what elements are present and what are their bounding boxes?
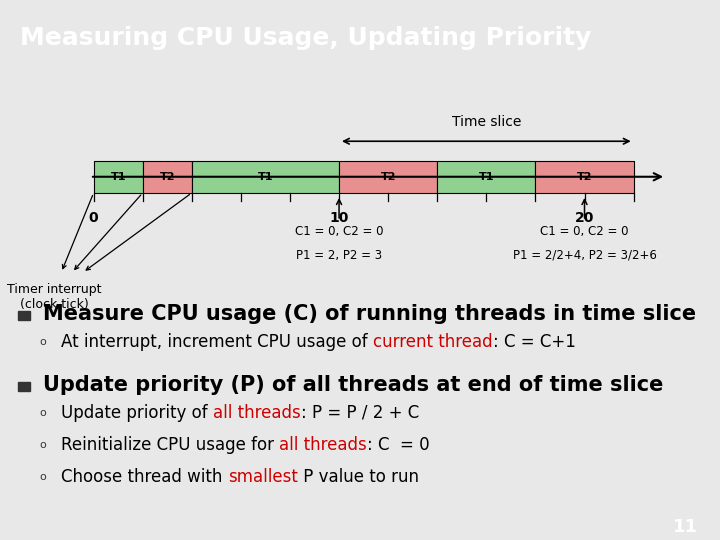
Text: o: o [40, 408, 46, 418]
Text: o: o [40, 472, 46, 482]
FancyArrowPatch shape [93, 173, 661, 180]
Text: o: o [40, 440, 46, 450]
Text: C1 = 0, C2 = 0: C1 = 0, C2 = 0 [540, 225, 629, 238]
Text: o: o [40, 337, 46, 347]
Text: T1: T1 [110, 172, 126, 182]
Text: Update priority of: Update priority of [61, 404, 213, 422]
Bar [18, 382, 30, 391]
Text: 20: 20 [575, 211, 594, 225]
Text: P value to run: P value to run [297, 469, 419, 487]
Text: 10: 10 [329, 211, 348, 225]
Text: Measuring CPU Usage, Updating Priority: Measuring CPU Usage, Updating Priority [20, 26, 592, 50]
Text: T2: T2 [380, 172, 396, 182]
Text: Timer interrupt
(clock tick): Timer interrupt (clock tick) [6, 284, 102, 311]
Text: T2: T2 [160, 172, 175, 182]
Text: smallest: smallest [228, 469, 297, 487]
Bar [192, 160, 339, 193]
FancyArrowPatch shape [86, 194, 189, 270]
Text: P1 = 2/2+4, P2 = 3/2+6: P1 = 2/2+4, P2 = 3/2+6 [513, 249, 657, 262]
Text: T2: T2 [577, 172, 593, 182]
Text: Choose thread with: Choose thread with [61, 469, 228, 487]
Text: Time slice: Time slice [451, 115, 521, 129]
Text: : C = C+1: : C = C+1 [492, 333, 575, 351]
Text: T1: T1 [479, 172, 494, 182]
Text: current thread: current thread [373, 333, 492, 351]
Bar [94, 160, 143, 193]
Bar [18, 311, 30, 320]
Text: T1: T1 [258, 172, 273, 182]
Text: P1 = 2, P2 = 3: P1 = 2, P2 = 3 [296, 249, 382, 262]
Text: At interrupt, increment CPU usage of: At interrupt, increment CPU usage of [61, 333, 373, 351]
Bar [437, 160, 536, 193]
Text: C1 = 0, C2 = 0: C1 = 0, C2 = 0 [294, 225, 383, 238]
Text: Measure CPU usage (C) of running threads in time slice: Measure CPU usage (C) of running threads… [43, 305, 696, 325]
FancyArrowPatch shape [63, 195, 93, 268]
Text: all threads: all threads [213, 404, 301, 422]
Text: 0: 0 [89, 211, 99, 225]
FancyArrowPatch shape [75, 195, 141, 269]
Bar [536, 160, 634, 193]
Text: Update priority (P) of all threads at end of time slice: Update priority (P) of all threads at en… [43, 375, 664, 395]
Text: : P = P / 2 + C: : P = P / 2 + C [301, 404, 419, 422]
Text: : C  = 0: : C = 0 [367, 436, 430, 454]
Bar [143, 160, 192, 193]
Text: Reinitialize CPU usage for: Reinitialize CPU usage for [61, 436, 279, 454]
Text: 11: 11 [673, 518, 698, 536]
Bar [339, 160, 437, 193]
Text: all threads: all threads [279, 436, 367, 454]
FancyArrowPatch shape [336, 200, 341, 218]
FancyArrowPatch shape [343, 138, 629, 144]
FancyArrowPatch shape [582, 200, 587, 218]
